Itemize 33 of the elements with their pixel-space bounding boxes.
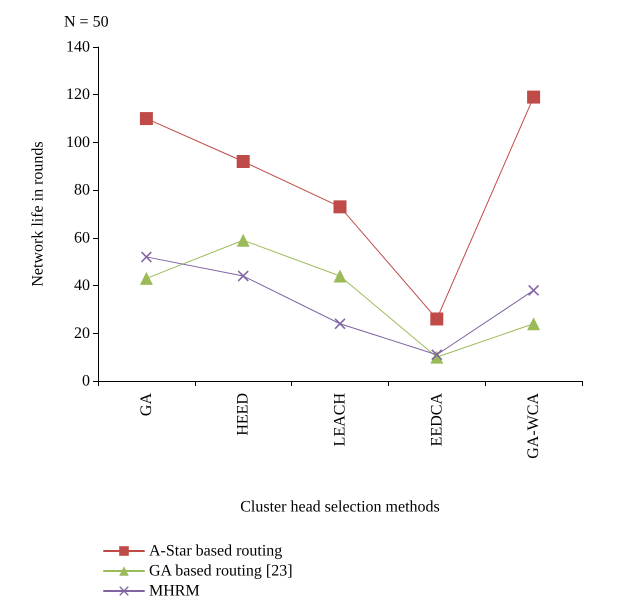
y-axis-title: Network life in rounds	[30, 141, 46, 287]
x-axis-title: Cluster head selection methods	[240, 498, 440, 516]
point	[334, 318, 346, 330]
point	[140, 112, 153, 126]
x-tick-label: EEDCA	[428, 392, 446, 446]
y-tick-label: 0	[82, 372, 90, 390]
y-tick-label: 60	[74, 229, 90, 246]
point	[528, 284, 540, 296]
point	[334, 270, 346, 283]
legend-label: MHRM	[149, 582, 200, 600]
point	[430, 312, 444, 326]
y-tick-label: 40	[74, 277, 90, 294]
y-tick-label: 140	[66, 38, 90, 56]
x-tick-label: HEED	[234, 393, 252, 436]
point	[140, 251, 152, 262]
x-tick-label: LEACH	[332, 392, 348, 446]
point	[334, 200, 346, 214]
point	[527, 317, 540, 330]
x-tick-label: GA	[138, 392, 155, 416]
point	[238, 270, 249, 282]
y-tick-label: 80	[74, 182, 90, 199]
point	[236, 234, 250, 247]
y-tick-label: 100	[66, 134, 90, 151]
y-tick-label: 120	[66, 86, 90, 104]
point	[431, 349, 442, 360]
point	[140, 272, 153, 285]
x-tick-label: GA-WCA	[525, 392, 542, 459]
point	[527, 90, 540, 104]
point	[236, 155, 250, 168]
y-tick-label: 20	[74, 324, 90, 342]
legend-label: GA based routing [23]	[149, 562, 293, 580]
legend-label: A-Star based routing	[149, 542, 282, 560]
text: N = 50	[64, 14, 109, 30]
